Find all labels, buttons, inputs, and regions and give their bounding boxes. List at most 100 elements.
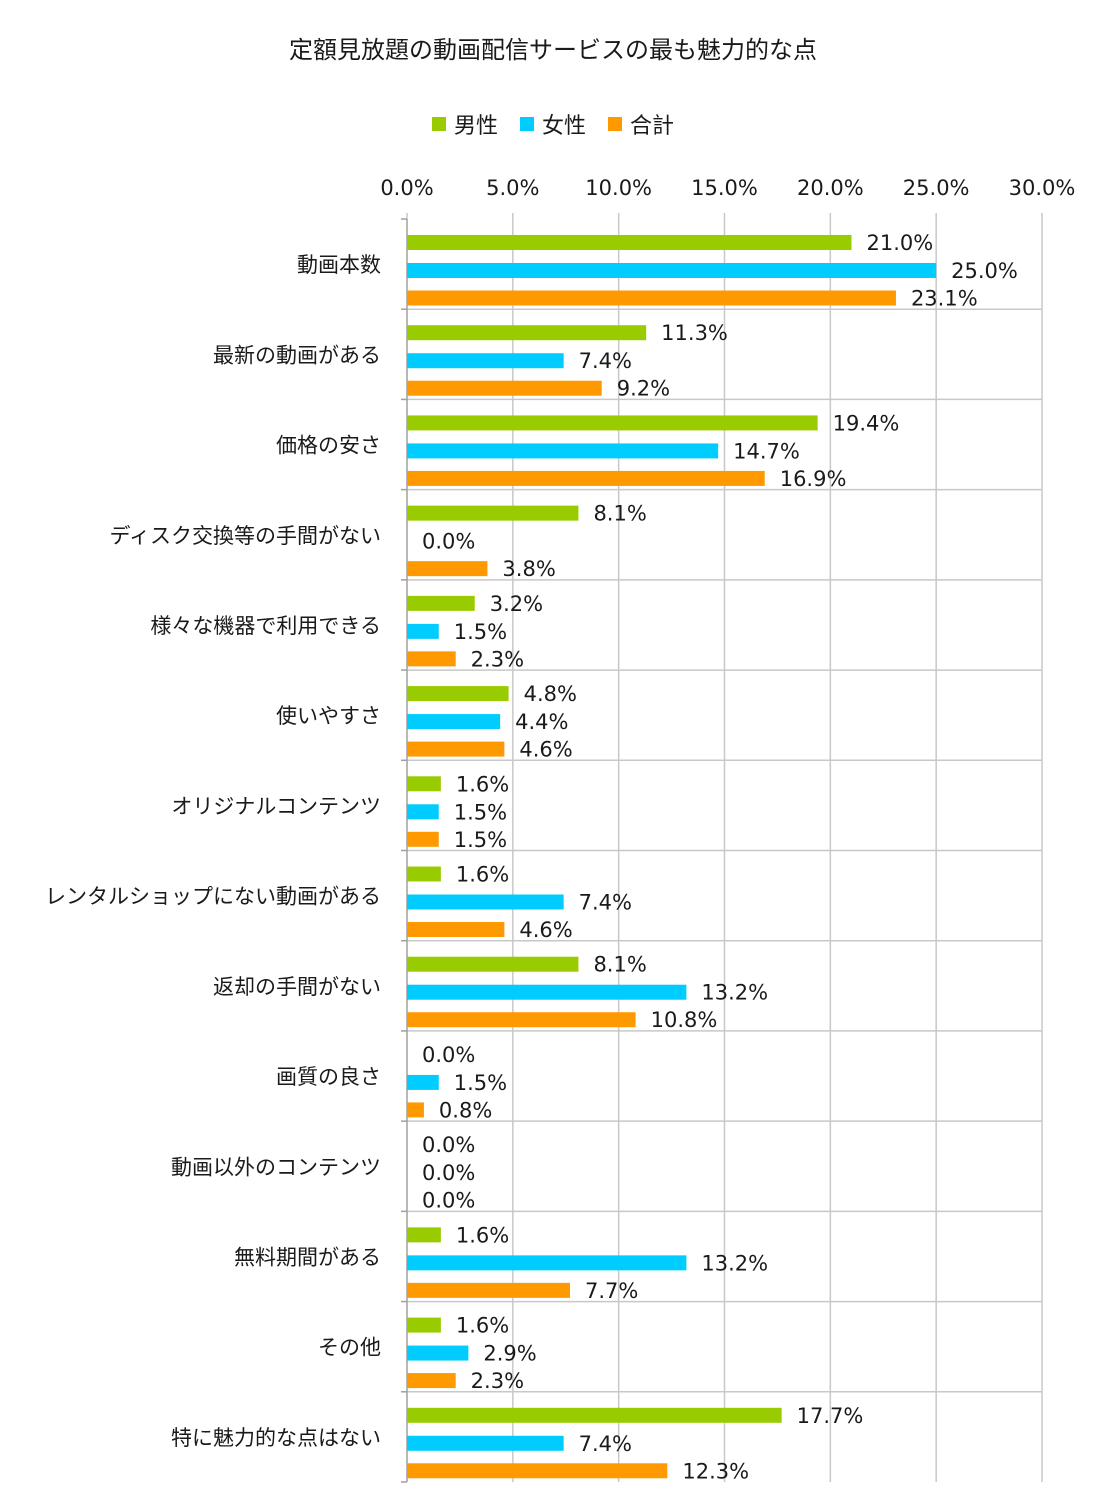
bar-total xyxy=(407,831,439,847)
bar-female xyxy=(407,804,439,820)
bar-female xyxy=(407,1255,687,1271)
bar-female xyxy=(407,623,439,639)
bar-male xyxy=(407,776,441,792)
data-label: 10.8% xyxy=(651,1008,718,1032)
bar-total xyxy=(407,470,765,486)
bar-total xyxy=(407,1463,668,1479)
data-label: 7.7% xyxy=(585,1279,638,1303)
bar-female xyxy=(407,984,687,1000)
x-tick-label: 15.0% xyxy=(691,176,758,200)
data-label: 1.6% xyxy=(456,863,509,887)
legend-item-female: 女性 xyxy=(519,108,586,140)
data-label: 8.1% xyxy=(593,502,646,526)
category-label: オリジナルコンテンツ xyxy=(171,794,381,818)
bar-total xyxy=(407,1012,636,1028)
bar-male xyxy=(407,866,441,882)
bar-male xyxy=(407,1317,441,1333)
legend-label-total: 合計 xyxy=(630,114,675,139)
data-label: 13.2% xyxy=(701,981,768,1005)
legend: 男性 女性 合計 xyxy=(0,108,1106,140)
data-label: 25.0% xyxy=(951,259,1018,283)
bar-male xyxy=(407,1407,782,1423)
legend-item-total: 合計 xyxy=(608,108,674,140)
legend-label-male: 男性 xyxy=(453,114,498,139)
data-label: 1.5% xyxy=(454,620,507,644)
chart-title: 定額見放題の動画配信サービスの最も魅力的な点 xyxy=(289,36,817,64)
category-label: 価格の安さ xyxy=(276,434,381,458)
data-label: 0.8% xyxy=(439,1098,492,1122)
x-tick-label: 30.0% xyxy=(1009,176,1076,200)
category-label: 使いやすさ xyxy=(276,704,381,728)
data-label: 12.3% xyxy=(682,1459,749,1483)
data-label: 2.3% xyxy=(471,647,524,671)
bar-female xyxy=(407,714,501,730)
data-label: 1.5% xyxy=(454,1071,507,1095)
data-label: 2.3% xyxy=(471,1369,524,1393)
bar-female xyxy=(407,894,564,910)
data-label: 14.7% xyxy=(733,439,800,463)
data-label: 2.9% xyxy=(483,1342,536,1366)
bar-total xyxy=(407,380,602,396)
data-label: 4.8% xyxy=(524,682,577,706)
bar-total xyxy=(407,1282,570,1298)
bar-female xyxy=(407,1074,439,1090)
data-label: 13.2% xyxy=(701,1251,768,1275)
category-label: 様々な機器で利用できる xyxy=(150,614,381,638)
x-tick-label: 20.0% xyxy=(797,176,864,200)
data-label: 7.4% xyxy=(579,891,632,915)
bar-female xyxy=(407,443,719,459)
category-label: 動画本数 xyxy=(297,253,381,277)
x-tick-label: 10.0% xyxy=(585,176,652,200)
data-label: 8.1% xyxy=(593,953,646,977)
bar-total xyxy=(407,1373,456,1389)
bar-total xyxy=(407,561,488,577)
bar-total xyxy=(407,651,456,667)
x-tick-label: 25.0% xyxy=(903,176,970,200)
bar-male xyxy=(407,415,818,431)
data-label: 0.0% xyxy=(422,1043,475,1067)
data-label: 0.0% xyxy=(422,1133,475,1157)
bar-male xyxy=(407,956,579,972)
data-label: 4.6% xyxy=(519,918,572,942)
bar-male xyxy=(407,505,579,521)
x-tick-label: 0.0% xyxy=(380,176,433,200)
bar-total xyxy=(407,1102,424,1118)
bar-male xyxy=(407,686,509,702)
data-label: 1.6% xyxy=(456,1223,509,1247)
data-label: 23.1% xyxy=(911,287,978,311)
data-label: 11.3% xyxy=(661,321,728,345)
data-label: 0.0% xyxy=(422,1189,475,1213)
bar-total xyxy=(407,922,505,937)
data-label: 19.4% xyxy=(833,411,900,435)
data-label: 21.0% xyxy=(867,231,934,255)
data-label: 7.4% xyxy=(579,349,632,373)
data-label: 3.8% xyxy=(502,557,555,581)
data-label: 16.9% xyxy=(780,467,847,491)
category-label: 返却の手間がない xyxy=(213,975,381,999)
data-label: 3.2% xyxy=(490,592,543,616)
legend-swatch-female xyxy=(519,117,534,131)
legend-swatch-male xyxy=(431,117,446,131)
legend-swatch-total xyxy=(608,117,622,131)
data-label: 0.0% xyxy=(422,530,475,554)
data-label: 4.4% xyxy=(515,710,568,734)
category-label: レンタルショップにない動画がある xyxy=(45,885,381,909)
bar-male xyxy=(407,325,647,341)
legend-item-male: 男性 xyxy=(431,108,498,140)
data-label: 1.6% xyxy=(456,772,509,796)
category-label: ディスク交換等の手間がない xyxy=(109,524,381,548)
data-label: 0.0% xyxy=(422,1161,475,1185)
data-label: 4.6% xyxy=(519,738,572,762)
bar-female xyxy=(407,353,564,369)
bar-female xyxy=(407,1435,564,1451)
data-label: 7.4% xyxy=(579,1432,632,1456)
category-label: 最新の動画がある xyxy=(213,343,381,367)
category-label: 動画以外のコンテンツ xyxy=(171,1155,381,1179)
bar-female xyxy=(407,1345,469,1361)
bar-total xyxy=(407,741,505,757)
x-tick-label: 5.0% xyxy=(486,176,539,200)
category-label: 無料期間がある xyxy=(234,1245,381,1269)
data-label: 17.7% xyxy=(797,1404,864,1428)
category-label: 特に魅力的な点はない xyxy=(171,1426,381,1450)
bar-male xyxy=(407,1227,441,1243)
